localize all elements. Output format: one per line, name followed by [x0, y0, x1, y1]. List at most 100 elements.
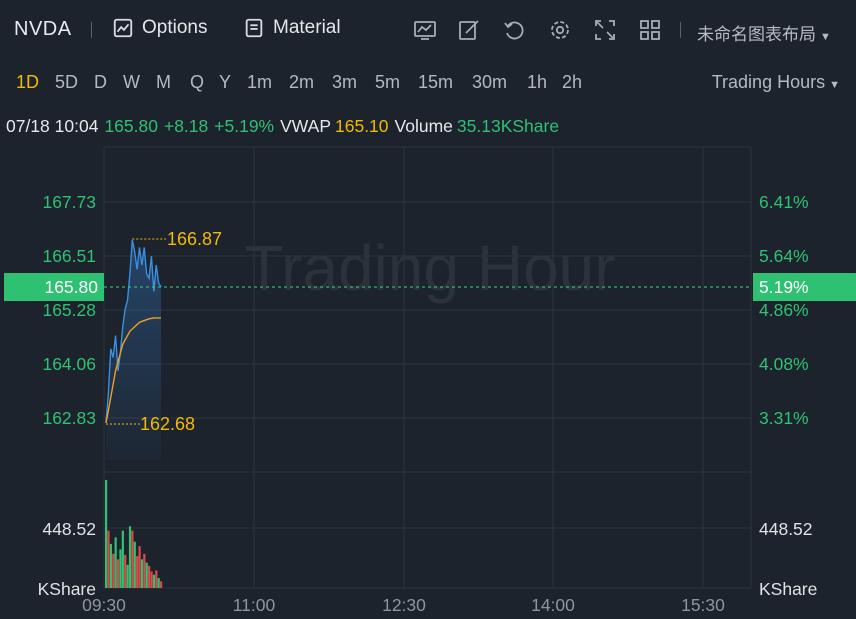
- volume-bar: [126, 564, 129, 588]
- layout-label: 未命名图表布局: [697, 25, 816, 44]
- vwap-label: VWAP: [280, 116, 331, 136]
- period-m[interactable]: M: [156, 72, 171, 92]
- period-w[interactable]: W: [123, 72, 140, 92]
- period-1d[interactable]: 1D: [16, 72, 40, 92]
- price-line: [105, 239, 162, 423]
- vwap-line: [105, 317, 161, 423]
- volume-bar: [112, 553, 115, 588]
- volume-bar: [105, 480, 108, 588]
- y-tick-label-right: 5.64%: [759, 246, 809, 266]
- volume-bar: [124, 554, 127, 588]
- y-tick-label-left: 165.28: [42, 300, 96, 320]
- period-1h[interactable]: 1h: [527, 72, 548, 92]
- quote-change: +8.18: [163, 116, 209, 136]
- x-tick-label: 09:30: [82, 595, 126, 615]
- document-icon: [245, 18, 263, 38]
- x-tick-label: 12:30: [382, 595, 426, 615]
- y-tick-label-right: 6.41%: [759, 192, 809, 212]
- volume-bar: [140, 559, 144, 588]
- volume-bar: [128, 526, 132, 588]
- volume-bar: [143, 553, 146, 588]
- intraday-chart[interactable]: Trading Hour 166.87 162.68 167.73 166.51 165.…: [0, 140, 856, 619]
- volume-unit-left: KShare: [38, 579, 96, 599]
- options-chart-icon: [113, 18, 133, 38]
- volume-bar: [136, 556, 139, 588]
- period-y[interactable]: Y: [219, 72, 232, 92]
- y-tick-label-right: 3.31%: [759, 408, 809, 428]
- quote-price: 165.80: [104, 116, 158, 136]
- material-label: Material: [273, 17, 341, 38]
- grid-layout-icon[interactable]: [638, 18, 662, 42]
- price-area: [106, 239, 161, 460]
- divider: [91, 22, 92, 38]
- fullscreen-icon[interactable]: [593, 18, 617, 42]
- watermark-text: Trading Hour: [244, 232, 615, 304]
- trading-hours-select[interactable]: Trading Hours ▼: [712, 72, 840, 93]
- undo-icon[interactable]: [502, 18, 526, 42]
- volume-bar: [119, 549, 122, 588]
- volume-unit-right: KShare: [759, 579, 817, 599]
- period-2h[interactable]: 2h: [562, 72, 583, 92]
- volume-bar: [155, 570, 158, 588]
- period-bar: 1D 5D D W M Q Y 1m 2m 3m 5m 15m 30m 1h 2h Trading Hour…: [0, 62, 856, 102]
- volume-label: Volume: [394, 116, 453, 136]
- symbol-title[interactable]: NVDA: [14, 18, 72, 40]
- volume-value: 35.13KShare: [456, 116, 560, 136]
- y-tick-label-left: 162.83: [42, 408, 96, 428]
- volume-bar: [107, 530, 110, 588]
- volume-bar: [152, 574, 156, 588]
- y-tick-label-left: 166.51: [42, 246, 96, 266]
- volume-bar: [109, 543, 112, 588]
- volume-bar: [157, 578, 160, 588]
- volume-bar: [138, 546, 141, 588]
- current-price-label: 165.80: [44, 277, 98, 297]
- current-pct-label: 5.19%: [759, 277, 809, 297]
- current-price-badge: [4, 273, 104, 301]
- trading-hours-label: Trading Hours: [711, 72, 826, 92]
- material-button[interactable]: Material: [243, 17, 341, 39]
- options-button[interactable]: Options: [112, 17, 207, 39]
- period-3m[interactable]: 3m: [332, 72, 358, 92]
- quote-info-line: 07/18 10:04 165.80 +8.18 +5.19% VWAP 165.10 Vo…: [6, 116, 565, 137]
- chart-indicator-icon[interactable]: [413, 18, 437, 42]
- divider: [680, 22, 681, 38]
- volume-bar: [114, 537, 117, 588]
- quote-change-pct: +5.19%: [214, 116, 275, 136]
- volume-bar: [160, 581, 163, 588]
- volume-bar: [148, 565, 151, 588]
- volume-bar: [150, 571, 153, 588]
- volume-bar: [131, 530, 134, 588]
- y-tick-label-right: 4.08%: [759, 354, 809, 374]
- caret-down-icon: ▼: [820, 31, 831, 43]
- options-label: Options: [142, 17, 208, 38]
- period-1m[interactable]: 1m: [247, 72, 273, 92]
- period-2m[interactable]: 2m: [289, 72, 315, 92]
- period-q[interactable]: Q: [190, 72, 205, 92]
- volume-bar: [133, 541, 136, 588]
- toolbar: NVDA Options Material: [0, 0, 856, 58]
- volume-tick-right: 448.52: [759, 519, 813, 539]
- x-tick-label: 15:30: [681, 595, 725, 615]
- volume-tick-left: 448.52: [42, 519, 96, 539]
- volume-bar: [121, 530, 124, 588]
- vwap-value: 165.10: [335, 116, 389, 136]
- period-15m[interactable]: 15m: [418, 72, 454, 92]
- current-pct-badge: [753, 273, 856, 301]
- settings-icon[interactable]: [548, 18, 572, 42]
- period-5m[interactable]: 5m: [375, 72, 401, 92]
- period-d[interactable]: D: [94, 72, 107, 92]
- volume-bar: [116, 559, 120, 588]
- quote-datetime: 07/18 10:04: [6, 116, 99, 136]
- pen-icon[interactable]: [457, 18, 481, 42]
- period-5d[interactable]: 5D: [55, 72, 79, 92]
- y-tick-label-right: 4.86%: [759, 300, 809, 320]
- period-30m[interactable]: 30m: [472, 72, 508, 92]
- y-tick-label-left: 164.06: [42, 354, 96, 374]
- x-tick-label: 11:00: [233, 595, 276, 615]
- volume-bar: [145, 562, 148, 588]
- caret-down-icon: ▼: [829, 79, 840, 91]
- high-label: 166.87: [167, 229, 222, 249]
- low-label: 162.68: [140, 414, 195, 434]
- layout-select[interactable]: 未命名图表布局 ▼: [697, 20, 831, 45]
- x-tick-label: 14:00: [531, 595, 575, 615]
